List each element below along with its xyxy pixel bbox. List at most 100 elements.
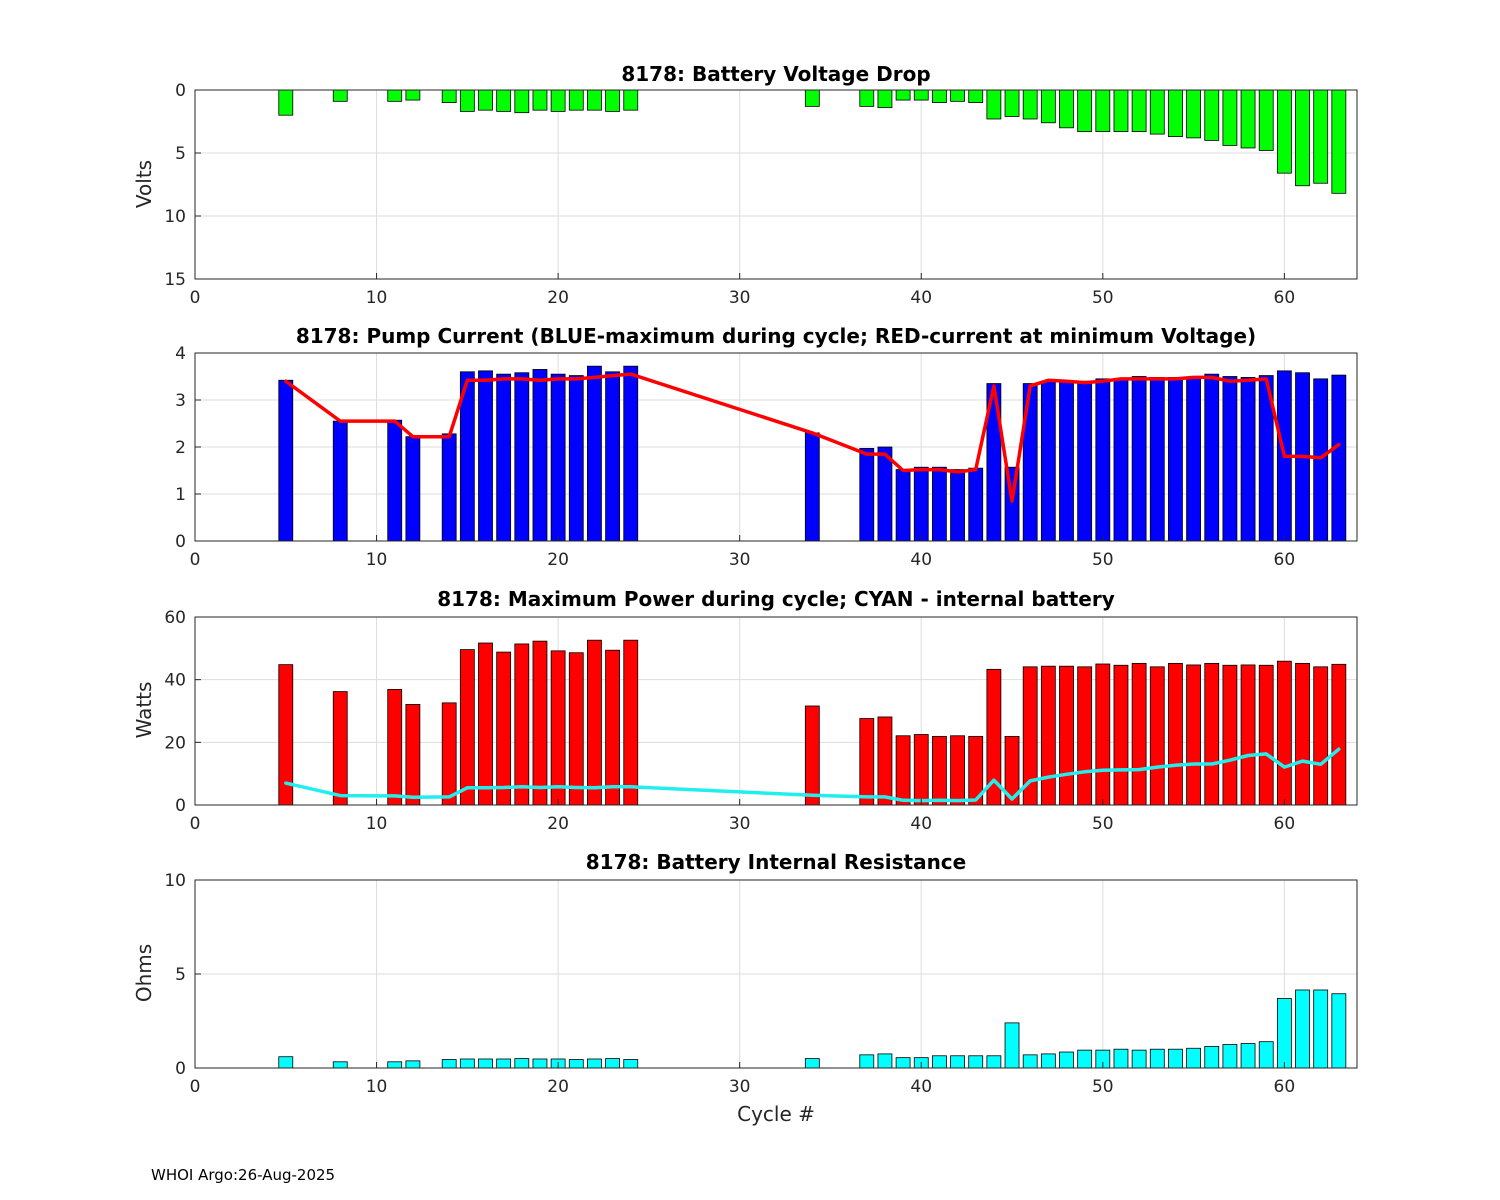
panel1-bar: [1059, 380, 1074, 542]
panel0-ytick-label: 10: [164, 207, 186, 227]
panel1-bar: [623, 365, 639, 542]
panel0-bar: [1240, 89, 1256, 149]
panel2-bar: [1095, 663, 1111, 806]
panel3-bar: [532, 1058, 548, 1069]
panel3-bar: [1040, 1053, 1056, 1069]
panel0-bar: [459, 89, 475, 112]
panel0-bar: [968, 89, 984, 103]
panel1-ytick-label: 4: [175, 344, 186, 364]
panel1-bar: [568, 375, 584, 542]
internal-resistance-xlabel: Cycle #: [737, 1102, 815, 1126]
panel3-bar: [1149, 1048, 1165, 1069]
panel2-ytick-label: 60: [164, 608, 186, 628]
panel3-bar: [1276, 998, 1292, 1069]
panel3-bar: [877, 1053, 893, 1069]
panel3-bar: [496, 1058, 512, 1069]
panel1-bar: [1077, 380, 1093, 542]
panel2-bar: [859, 718, 875, 806]
panel2-bar: [441, 702, 457, 806]
panel3-bar: [1222, 1044, 1238, 1069]
panel1-bar: [895, 469, 911, 542]
panel0-bar: [587, 89, 602, 111]
panel3-bar: [405, 1060, 421, 1069]
panel1-bar: [1149, 377, 1165, 542]
panel2-bar: [1331, 663, 1347, 806]
panel2-bar: [895, 735, 911, 806]
voltage-drop-ylabel: Volts: [132, 160, 156, 208]
panel1-bar: [441, 433, 457, 542]
panel0-bar: [1131, 89, 1147, 132]
panel2-bar: [1258, 664, 1274, 806]
panel1-bar: [514, 372, 530, 542]
panel3-bar: [1168, 1048, 1183, 1069]
panel0-bar: [1276, 89, 1292, 174]
panel2-bar: [1276, 660, 1292, 806]
panel2-xtick-label: 20: [547, 814, 569, 834]
panel1-ytick-label: 2: [175, 438, 186, 458]
panel2-ytick-label: 0: [175, 796, 186, 816]
panel1-bar: [1113, 378, 1129, 542]
panel0-bar: [1040, 89, 1056, 124]
panel0-bar: [532, 89, 548, 111]
panel3-bar: [332, 1061, 348, 1069]
panel3-bar: [1295, 989, 1310, 1069]
panel1-bar: [1186, 377, 1201, 542]
panel3-bar: [1186, 1047, 1201, 1069]
panel2-bar: [1040, 665, 1056, 806]
panel2-bar: [1131, 662, 1147, 806]
panel2-bar: [478, 642, 493, 806]
panel1-ytick-label: 1: [175, 485, 186, 505]
panel0-bar: [804, 89, 820, 107]
panel0-bar: [950, 89, 965, 102]
panel3-bar: [932, 1055, 947, 1069]
panel2-bar: [496, 651, 512, 806]
panel0-bar: [1258, 89, 1274, 151]
panel3-bar: [1331, 993, 1347, 1069]
panel3-bar: [804, 1058, 820, 1069]
panel3-bar: [387, 1061, 403, 1069]
panel2-bar: [950, 735, 965, 806]
panel0-bar: [1313, 89, 1329, 184]
internal-resistance-title: 8178: Battery Internal Resistance: [586, 850, 966, 874]
pump-current-title: 8178: Pump Current (BLUE-maximum during …: [296, 324, 1256, 348]
panel1-ytick-label: 0: [175, 532, 186, 552]
panel0-bar: [496, 89, 512, 112]
panel2-bar: [1113, 664, 1129, 806]
panel3-bar: [1077, 1049, 1093, 1069]
panel1-xtick-label: 30: [729, 550, 751, 570]
panel2-bar: [587, 639, 602, 806]
panel1-xtick-label: 50: [1092, 550, 1114, 570]
panel0-bar: [932, 89, 947, 103]
voltage-drop-title: 8178: Battery Voltage Drop: [621, 62, 930, 86]
panel1-xtick-label: 60: [1274, 550, 1296, 570]
panel3-bar: [968, 1055, 984, 1069]
panel2-bar: [550, 650, 566, 806]
panel0-bar: [986, 89, 1002, 120]
panel1-series-line: [284, 372, 1341, 503]
panel2-bar: [1077, 666, 1093, 806]
panel1-bar: [932, 466, 947, 542]
panel1-bar: [877, 446, 893, 542]
panel3-bar: [441, 1059, 457, 1069]
panel0-xtick-label: 60: [1274, 288, 1296, 308]
panel1-bar: [1331, 374, 1347, 542]
panel0-axes-box: [194, 89, 1358, 280]
panel0-bar: [1095, 89, 1111, 132]
panel1-bar: [332, 420, 348, 542]
panel3-bar: [478, 1058, 493, 1069]
panel1-xtick-label: 40: [910, 550, 932, 570]
panel3-bar: [605, 1058, 620, 1069]
panel0-bar: [568, 89, 584, 111]
panel0-bar: [550, 89, 566, 112]
panel3-xtick-label: 30: [729, 1077, 751, 1097]
panel0-bar: [1113, 89, 1129, 132]
panel1-bar: [587, 365, 602, 542]
panel3-bar: [1313, 989, 1329, 1069]
panel3-bar: [1113, 1048, 1129, 1069]
max-power-title: 8178: Maximum Power during cycle; CYAN -…: [437, 587, 1115, 611]
panel2-bar: [1168, 662, 1183, 806]
pump-current-panel: 8178: Pump Current (BLUE-maximum during …: [175, 324, 1358, 570]
panel2-bar: [1295, 662, 1310, 806]
panel0-bar: [478, 89, 493, 111]
voltage-drop-panel: 8178: Battery Voltage Drop Volts 0 10 20 30…: [132, 62, 1358, 308]
